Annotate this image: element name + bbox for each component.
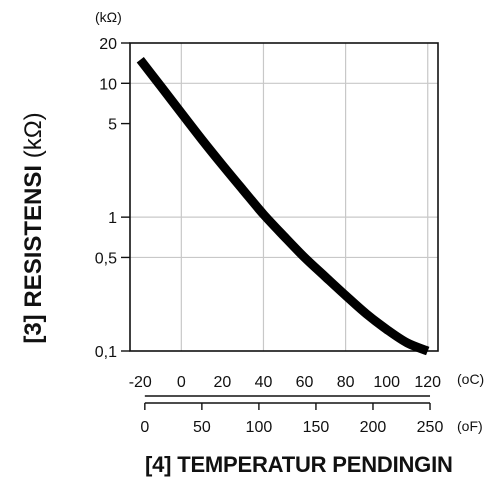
celsius-tick-label: 0 bbox=[177, 374, 186, 391]
fahrenheit-tick-label: 0 bbox=[140, 419, 149, 436]
fahrenheit-tick-label: 250 bbox=[417, 419, 444, 436]
y-axis-title-bold: RESISTENSI bbox=[20, 164, 47, 308]
celsius-tick-label: -20 bbox=[129, 374, 152, 391]
fahrenheit-unit-label: (oF) bbox=[457, 418, 483, 434]
y-tick-labels: 20 10 5 1 0,5 0,1 bbox=[95, 36, 130, 361]
celsius-tick-label: 20 bbox=[214, 374, 232, 391]
y-tick-label: 0,5 bbox=[95, 250, 117, 267]
fahrenheit-tick-label: 50 bbox=[193, 419, 211, 436]
celsius-tick-label: 40 bbox=[255, 374, 273, 391]
y-tick-label: 20 bbox=[99, 36, 117, 53]
celsius-tick-labels: -20 0 20 40 60 80 100 120 bbox=[129, 374, 441, 391]
celsius-tick-label: 120 bbox=[414, 374, 441, 391]
y-unit-label: (kΩ) bbox=[95, 9, 122, 25]
y-tick-label: 1 bbox=[108, 210, 117, 227]
celsius-unit-label: (oC) bbox=[457, 371, 484, 387]
fahrenheit-tick-label: 150 bbox=[303, 419, 330, 436]
grid bbox=[130, 43, 438, 351]
plot-frame bbox=[129, 42, 439, 352]
y-tick-label: 5 bbox=[108, 117, 117, 134]
y-tick-label: 0,1 bbox=[95, 344, 117, 361]
celsius-tick-label: 100 bbox=[373, 374, 400, 391]
y-tick-label: 10 bbox=[99, 76, 117, 93]
curve-layer bbox=[136, 56, 430, 356]
celsius-tick-label: 80 bbox=[337, 374, 355, 391]
y-axis-title-unit: (kΩ) bbox=[20, 112, 47, 159]
x-axis-title: [4] TEMPERATUR PENDINGIN bbox=[145, 452, 453, 477]
y-axis-title-prefix: [3] bbox=[20, 314, 47, 344]
fahrenheit-tick-label: 100 bbox=[246, 419, 273, 436]
celsius-tick-label: 60 bbox=[296, 374, 314, 391]
fahrenheit-scale: 0 50 100 150 200 250 bbox=[140, 395, 444, 436]
fahrenheit-tick-label: 200 bbox=[360, 419, 387, 436]
resistance-curve bbox=[136, 56, 430, 356]
